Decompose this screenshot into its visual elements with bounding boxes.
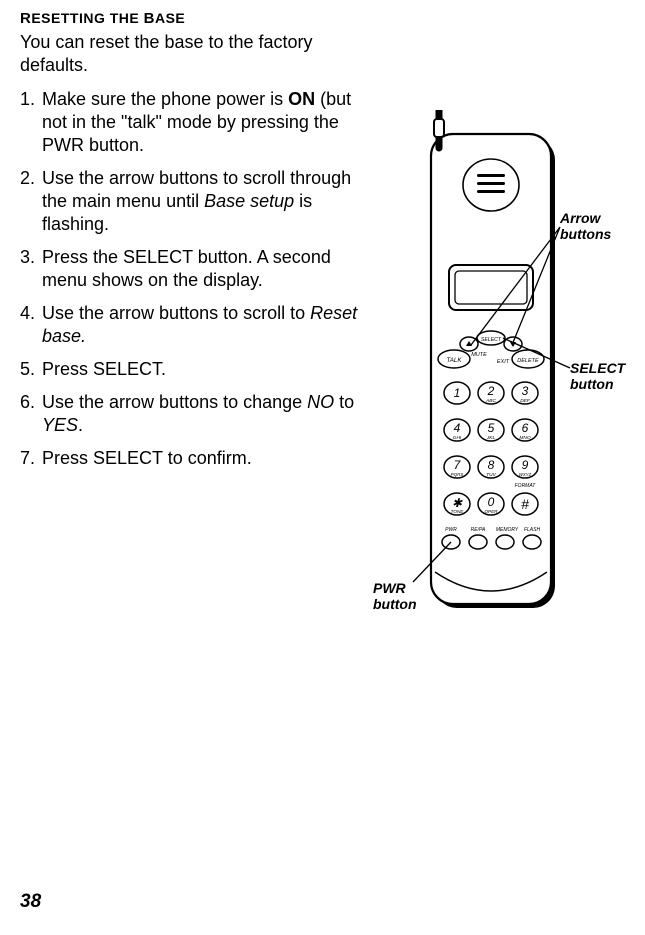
svg-text:0: 0 [488,495,495,509]
svg-text:1: 1 [454,386,461,400]
svg-text:TUV: TUV [486,472,496,478]
step-1: 1. Make sure the phone power is ON (but … [20,88,370,157]
svg-text:OPER: OPER [484,509,498,514]
svg-text:EXIT: EXIT [497,359,510,365]
svg-text:4: 4 [454,421,461,435]
intro-text: You can reset the base to the factory de… [20,31,320,76]
step-7: 7. Press SELECT to confirm. [20,447,370,470]
svg-text:DELETE: DELETE [517,358,539,364]
svg-text:MEMORY: MEMORY [496,527,519,533]
step-4: 4. Use the arrow buttons to scroll to Re… [20,302,370,348]
svg-text:TONE: TONE [451,509,465,514]
svg-text:SELECT: SELECT [481,337,502,343]
step-3: 3. Press the SELECT button. A second men… [20,246,370,292]
svg-text:2: 2 [487,384,495,398]
step-5: 5. Press SELECT. [20,358,370,381]
svg-text:6: 6 [522,421,529,435]
svg-text:#: # [521,496,529,512]
heading-part: R [20,10,31,27]
svg-text:ABC: ABC [485,398,496,404]
svg-text:DEF: DEF [520,398,531,404]
heading-part: ESETTING THE [31,10,139,26]
svg-text:3: 3 [522,384,529,398]
label-select-button: SELECT button [570,360,625,392]
svg-text:PQRS: PQRS [451,472,464,477]
svg-text:WXYZ: WXYZ [519,472,532,477]
steps-list: 1. Make sure the phone power is ON (but … [20,88,370,470]
svg-text:✱: ✱ [452,496,463,510]
svg-text:JKL: JKL [486,435,496,441]
svg-text:5: 5 [488,421,495,435]
svg-text:8: 8 [488,458,495,472]
svg-text:MNO: MNO [519,435,530,441]
heading-part: ASE [155,10,185,26]
svg-text:TALK: TALK [446,357,462,364]
heading-part: B [144,10,155,27]
svg-text:GHI: GHI [453,435,462,441]
label-pwr-button: PWR button [373,580,423,612]
svg-text:RE/PA: RE/PA [471,527,486,533]
svg-text:9: 9 [522,458,529,472]
svg-text:MUTE: MUTE [471,352,487,358]
phone-diagram: SELECT TALK DELETE MUTE EXIT 1 2ABC 3DEF… [405,110,615,670]
section-heading: RESETTING THE BASE [20,10,605,27]
page-number: 38 [20,891,41,913]
step-6: 6. Use the arrow buttons to change NO to… [20,391,370,437]
label-arrow-buttons: Arrow buttons [560,210,615,242]
svg-text:PWR: PWR [445,527,457,533]
step-2: 2. Use the arrow buttons to scroll throu… [20,167,370,236]
svg-text:FLASH: FLASH [524,527,541,533]
svg-text:FORMAT: FORMAT [515,483,537,489]
